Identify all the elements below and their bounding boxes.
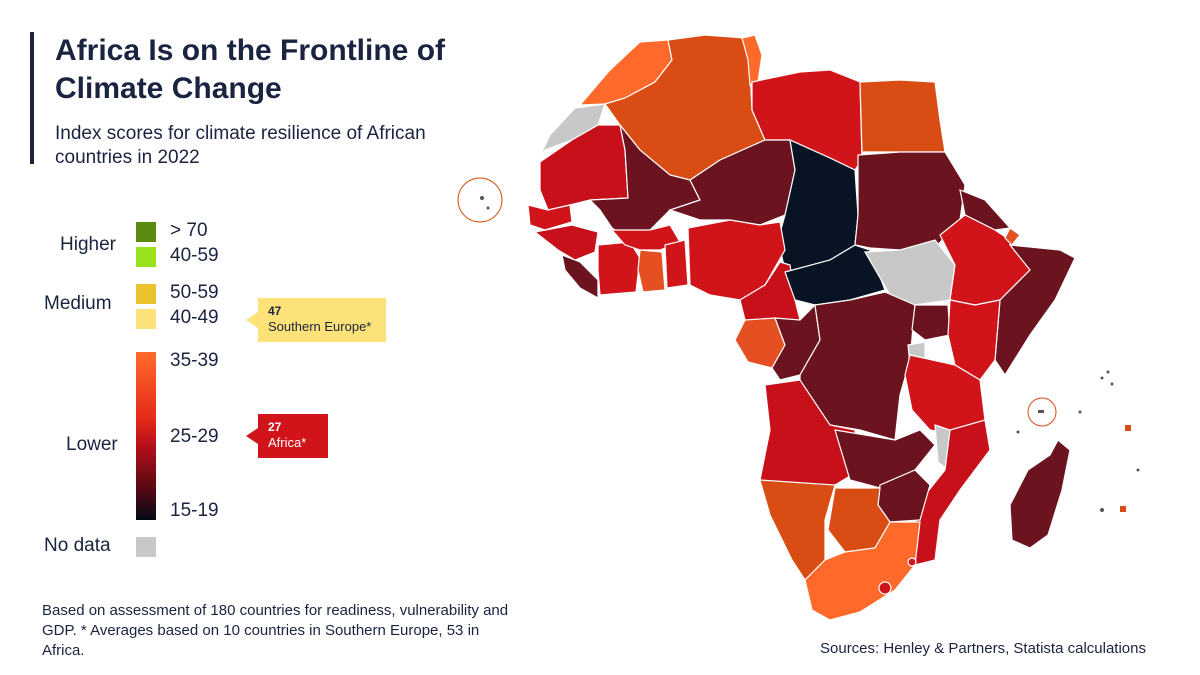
seychelles-dot-3 xyxy=(1106,370,1110,374)
legend-swatch-50-59 xyxy=(136,284,156,304)
region-uganda xyxy=(911,304,951,341)
page-subtitle: Index scores for climate resilience of A… xyxy=(55,123,426,168)
mauritius-marker xyxy=(1125,425,1131,431)
region-car xyxy=(784,244,886,306)
reunion-marker xyxy=(1120,506,1126,512)
region-lesotho xyxy=(878,581,892,595)
seychelles-dot-2 xyxy=(1110,382,1114,386)
legend-swatch-nodata xyxy=(136,537,156,557)
legend-gradient-top: 35-39 xyxy=(170,350,219,371)
region-guinea xyxy=(533,224,599,261)
region-south-africa xyxy=(804,521,921,621)
callout-europe-value: 47 xyxy=(268,304,282,318)
cape-verde-dot-2 xyxy=(486,206,490,210)
legend-bin-40-59-high: 40-59 xyxy=(170,245,219,266)
outer-island-dot-2 xyxy=(1136,468,1140,472)
region-mozambique xyxy=(911,419,991,566)
region-madagascar xyxy=(1009,439,1071,549)
legend-gradient-bar xyxy=(136,352,156,520)
region-western-sahara xyxy=(537,103,606,161)
outer-island-dot-1 xyxy=(1078,410,1082,414)
comoros-mark xyxy=(1038,410,1044,413)
region-eswatini xyxy=(907,557,917,567)
region-egypt xyxy=(859,79,946,153)
legend-nodata-label: No data xyxy=(44,535,111,556)
region-kenya xyxy=(947,299,1001,381)
outer-island-dot-4 xyxy=(1016,430,1020,434)
footnote: Based on assessment of 180 countries for… xyxy=(42,602,509,659)
legend-gradient-bottom: 15-19 xyxy=(170,500,219,521)
callout-europe-label: Southern Europe* xyxy=(268,319,372,334)
callout-africa-label: Africa* xyxy=(268,435,307,450)
comoros-circle xyxy=(1027,397,1057,427)
legend-swatch-40-59-high xyxy=(136,247,156,267)
region-benin xyxy=(664,239,689,289)
region-cote-divoire xyxy=(597,241,641,296)
title-accent-bar xyxy=(30,32,34,164)
region-liberia xyxy=(561,254,599,300)
legend-bin-gt70: > 70 xyxy=(170,220,208,241)
legend-lower-label: Lower xyxy=(66,434,118,455)
legend-bin-40-49: 40-49 xyxy=(170,307,219,328)
legend-swatch-gt70 xyxy=(136,222,156,242)
sources: Sources: Henley & Partners, Statista cal… xyxy=(820,640,1146,657)
region-eritrea xyxy=(959,189,1012,231)
legend-medium-label: Medium xyxy=(44,293,112,314)
legend-swatch-40-49 xyxy=(136,309,156,329)
legend-gradient-mid: 25-29 xyxy=(170,426,219,447)
cape-verde-circle xyxy=(457,177,503,223)
region-nigeria xyxy=(687,219,786,301)
page-title: Africa Is on the Frontline of Climate Ch… xyxy=(55,34,446,105)
region-senegal xyxy=(527,204,573,231)
region-somalia xyxy=(994,244,1076,377)
legend-bin-50-59: 50-59 xyxy=(170,282,219,303)
cape-verde-dot xyxy=(480,196,484,200)
region-niger xyxy=(668,139,796,226)
callout-southern-europe: 47 Southern Europe* xyxy=(246,298,386,342)
seychelles-dot-1 xyxy=(1100,376,1104,380)
region-angola xyxy=(759,379,861,491)
region-zambia xyxy=(834,429,936,489)
region-ghana xyxy=(637,249,666,293)
callout-africa-value: 27 xyxy=(268,420,282,434)
legend-higher-label: Higher xyxy=(60,234,116,255)
callout-africa: 27 Africa* xyxy=(246,414,328,458)
outer-island-dot-3 xyxy=(1100,508,1104,512)
